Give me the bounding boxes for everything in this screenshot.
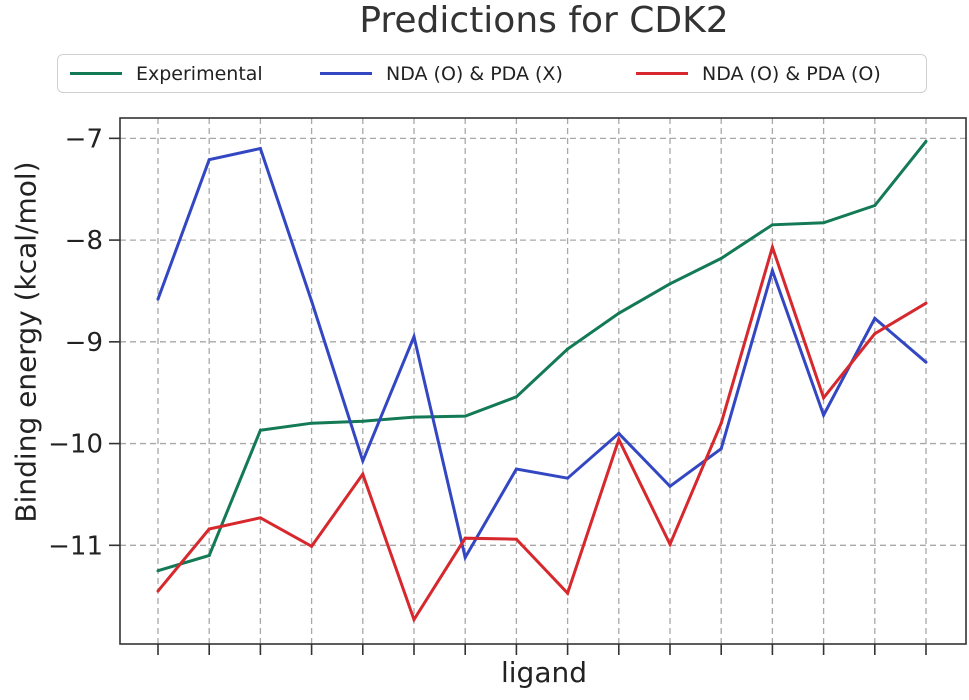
data-point-series-3 [566, 591, 570, 595]
data-point-series-1 [822, 221, 826, 225]
data-point-series-3 [873, 332, 877, 336]
data-point-series-3 [514, 537, 518, 541]
data-point-series-2 [873, 316, 877, 320]
data-point-series-3 [924, 301, 928, 305]
data-point-series-3 [668, 542, 672, 546]
data-point-series-3 [719, 421, 723, 425]
data-point-series-2 [719, 447, 723, 451]
data-point-series-2 [617, 431, 621, 435]
series-line-1 [157, 140, 928, 573]
data-point-series-1 [207, 553, 211, 557]
x-axis-label: ligand [500, 656, 587, 689]
chart-title: Predictions for CDK2 [359, 0, 729, 41]
data-point-series-1 [258, 428, 262, 432]
data-point-series-3 [770, 245, 774, 249]
data-point-series-3 [412, 618, 416, 622]
data-point-series-2 [310, 299, 314, 303]
data-point-series-1 [566, 347, 570, 351]
y-tick-label: −11 [48, 531, 103, 561]
data-point-series-1 [463, 414, 467, 418]
data-point-series-3 [822, 396, 826, 400]
y-axis-label: Binding energy (kcal/mol) [9, 161, 43, 523]
legend-label-nda-pda-x: NDA (O) & PDA (X) [386, 62, 563, 85]
data-point-series-1 [412, 415, 416, 419]
data-point-series-3 [463, 536, 467, 540]
legend: Experimental NDA (O) & PDA (X) NDA (O) &… [57, 54, 927, 93]
data-point-series-1 [719, 256, 723, 260]
data-point-series-2 [412, 335, 416, 339]
data-point-series-2 [463, 556, 467, 560]
data-point-series-1 [156, 569, 160, 573]
legend-item-nda-pda-o: NDA (O) & PDA (O) [636, 55, 881, 92]
data-point-series-1 [514, 395, 518, 399]
legend-swatch-nda-pda-o [636, 72, 688, 75]
data-point-series-2 [924, 360, 928, 364]
data-point-series-3 [617, 438, 621, 442]
series-line-2 [156, 146, 927, 562]
data-point-series-1 [361, 419, 365, 423]
legend-swatch-experimental [70, 72, 122, 75]
data-point-series-2 [668, 484, 672, 488]
y-tick-label: −10 [48, 430, 103, 460]
data-point-series-3 [156, 589, 160, 593]
data-point-series-2 [156, 297, 160, 301]
legend-item-nda-pda-x: NDA (O) & PDA (X) [320, 55, 563, 92]
data-point-series-2 [514, 467, 518, 471]
y-tick-label: −8 [65, 226, 103, 256]
data-point-series-1 [310, 421, 314, 425]
legend-label-experimental: Experimental [136, 62, 263, 85]
data-point-series-1 [770, 223, 774, 227]
plot-frame [119, 117, 967, 645]
legend-swatch-nda-pda-x [320, 72, 372, 75]
legend-item-experimental: Experimental [70, 55, 263, 92]
data-point-series-2 [822, 413, 826, 417]
y-tick-label: −9 [65, 328, 103, 358]
data-point-series-2 [770, 269, 774, 273]
legend-label-nda-pda-o: NDA (O) & PDA (O) [702, 62, 881, 85]
series-line-3 [156, 242, 927, 624]
data-point-series-2 [361, 459, 365, 463]
data-point-series-1 [668, 282, 672, 286]
data-point-series-1 [873, 203, 877, 207]
data-point-series-2 [207, 158, 211, 162]
data-point-series-3 [361, 472, 365, 476]
y-tick-label: −7 [65, 124, 103, 154]
data-point-series-2 [566, 476, 570, 480]
data-point-series-3 [258, 516, 262, 520]
data-point-series-3 [310, 544, 314, 548]
data-point-series-1 [924, 139, 928, 143]
data-point-series-3 [207, 527, 211, 531]
data-point-series-2 [258, 147, 262, 151]
data-point-series-1 [617, 311, 621, 315]
